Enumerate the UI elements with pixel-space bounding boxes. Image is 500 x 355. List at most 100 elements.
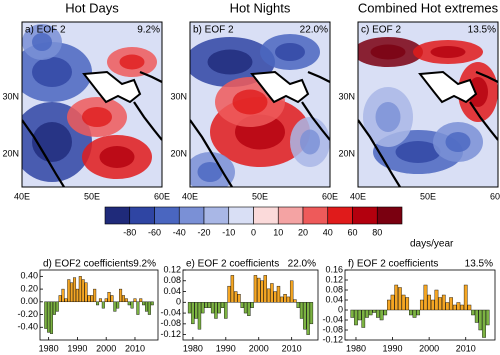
- bar: [227, 285, 231, 303]
- bar: [296, 302, 300, 308]
- bar: [478, 309, 483, 331]
- panel-label: a) EOF 2: [25, 25, 66, 36]
- gulf: [250, 70, 310, 104]
- colorbar-box: [104, 206, 131, 225]
- bar: [55, 301, 59, 312]
- bar: [365, 309, 369, 318]
- map-anomaly: [207, 49, 253, 75]
- bar: [44, 301, 48, 329]
- bar: [224, 302, 228, 319]
- bar: [121, 295, 125, 303]
- variance-label: 9.2%: [133, 259, 156, 270]
- variance-label: 22.0%: [288, 259, 316, 270]
- colorbar-box: [327, 206, 353, 225]
- bar: [93, 288, 97, 303]
- colorbar-box: [352, 206, 378, 225]
- bar: [84, 282, 88, 303]
- bar: [460, 304, 464, 311]
- bar: [64, 298, 68, 303]
- map-frame: [357, 21, 499, 188]
- colorbar-box: [129, 206, 155, 225]
- x-tick-label: 1990: [67, 343, 87, 353]
- gulf: [418, 70, 478, 104]
- y-tick-label: 0.12: [325, 274, 343, 284]
- colorbar-box: [154, 206, 180, 225]
- colorbar-box: [203, 206, 230, 225]
- y-tick-label: -0.08: [322, 324, 343, 334]
- plot-frame: [39, 269, 159, 341]
- bar: [350, 309, 355, 318]
- map-anomaly: [370, 44, 406, 60]
- x-tick-label: 1980: [183, 343, 203, 353]
- x-tick-label: 2010: [282, 343, 302, 353]
- gulf: [82, 70, 142, 104]
- bar: [113, 301, 117, 312]
- colorbar-tick-label: 80: [372, 227, 382, 237]
- y-tick-label: 0.40: [20, 271, 38, 281]
- map-anomaly: [32, 33, 52, 51]
- map-anomaly: [375, 102, 401, 132]
- chart-title: f) EOF 2 coefficients: [348, 259, 438, 270]
- bar: [368, 309, 373, 316]
- map-anomaly: [99, 146, 135, 168]
- map-anomaly: [300, 129, 320, 155]
- bar: [96, 301, 100, 306]
- bar: [204, 302, 208, 308]
- y-tick-label: 0.04: [163, 286, 181, 296]
- y-tick-label: 0.04: [325, 294, 343, 304]
- colorbar-box: [376, 206, 403, 225]
- colorbar-unit: days/year: [410, 239, 454, 250]
- bar: [127, 301, 131, 306]
- bar: [379, 309, 384, 321]
- lat-label: 30N: [2, 91, 19, 101]
- lon-label: 60E: [322, 191, 338, 201]
- lat-label: 20N: [170, 148, 187, 158]
- plot-frame: [182, 269, 319, 341]
- lat-label: 30N: [170, 91, 187, 101]
- bar: [306, 302, 310, 335]
- variance-label: 9.2%: [137, 25, 160, 36]
- bar: [434, 289, 439, 311]
- map: [357, 21, 499, 188]
- map-anomaly: [275, 43, 305, 61]
- colorbar-tick-label: -60: [148, 227, 161, 237]
- bar: [456, 302, 461, 311]
- map-title: Hot Nights: [230, 0, 291, 15]
- bar: [240, 302, 244, 308]
- map: [189, 21, 331, 188]
- bar: [133, 298, 137, 303]
- bar: [270, 283, 274, 303]
- lon-label: 40E: [14, 191, 30, 201]
- bar: [81, 279, 85, 303]
- bar: [75, 288, 79, 303]
- colorbar-tick-label: 40: [323, 227, 333, 237]
- bar: [237, 294, 241, 303]
- bar: [50, 301, 54, 334]
- bar: [107, 292, 111, 303]
- bar: [130, 301, 134, 309]
- bar: [214, 302, 218, 319]
- bar: [394, 284, 399, 311]
- bar: [471, 309, 475, 316]
- map-anomaly: [430, 46, 466, 58]
- bar: [73, 277, 77, 303]
- bar: [217, 302, 221, 314]
- bar: [101, 301, 105, 309]
- bar: [401, 294, 406, 311]
- colorbar-box: [178, 206, 205, 225]
- y-tick-label: -0.04: [322, 314, 343, 324]
- bar: [405, 297, 410, 311]
- colorbar-box: [253, 206, 279, 225]
- bar: [207, 302, 212, 308]
- y-tick-label: 0.16: [325, 264, 343, 274]
- x-tick-label: 2010: [456, 343, 476, 353]
- y-tick-label: 0.00: [20, 296, 38, 306]
- bar: [139, 298, 143, 303]
- bar: [398, 287, 402, 311]
- map-title: Combined Hot extremes: [358, 0, 499, 15]
- bar: [427, 294, 431, 311]
- colorbar-tick-label: -80: [123, 227, 136, 237]
- x-tick-label: 2000: [249, 343, 269, 353]
- lon-label: 60E: [154, 191, 170, 201]
- panel-label: b) EOF 2: [193, 25, 234, 36]
